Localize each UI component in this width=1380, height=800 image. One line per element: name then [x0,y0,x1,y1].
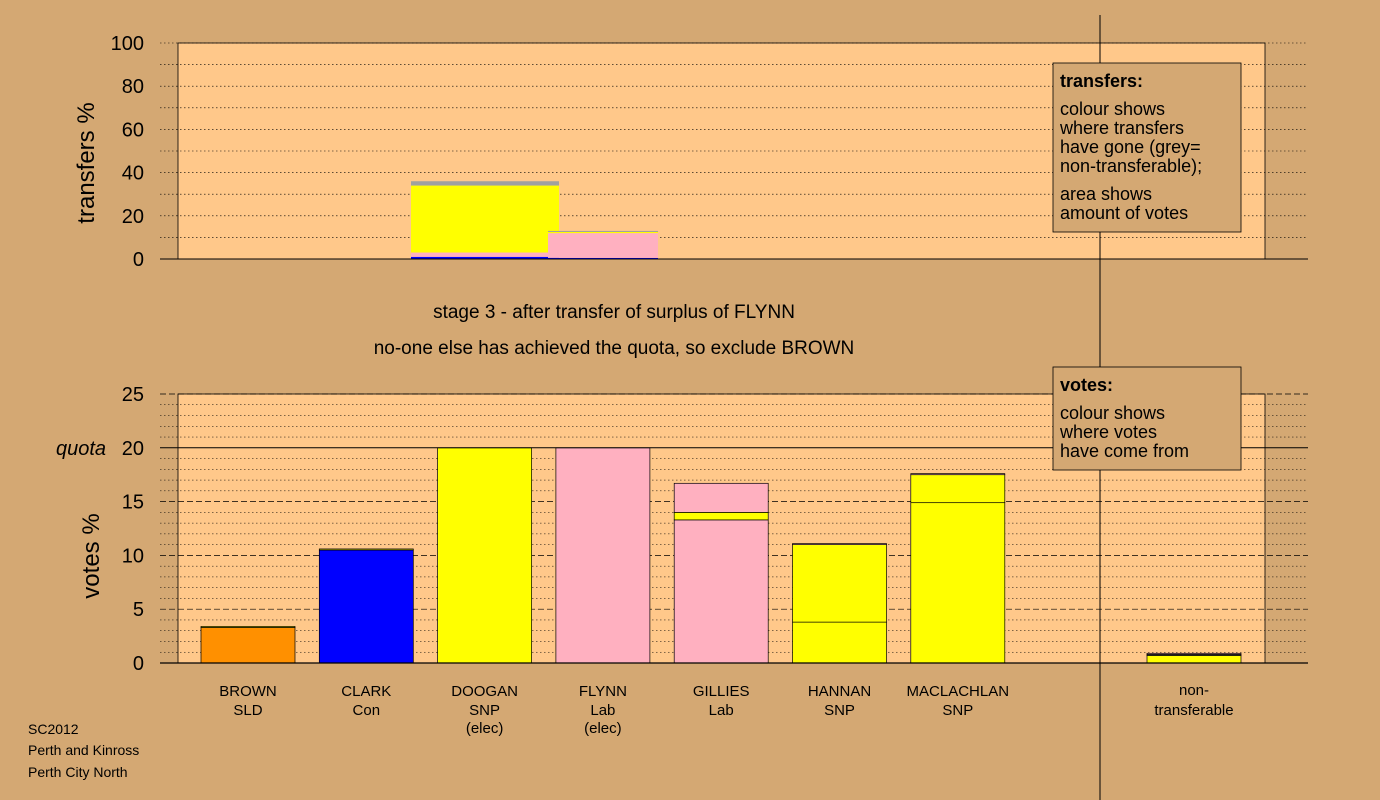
candidate-name-label: FLYNN [579,683,627,700]
transfers-legend-line: non-transferable); [1060,156,1202,176]
transfer-segment-non_transferable [411,181,559,186]
votes-bars [200,447,1242,664]
candidate-status-label: (elec) [466,720,504,737]
candidate-party-label: Lab [709,702,734,719]
transfers-y-ticks: 0 20 40 60 80 100 [111,33,144,271]
vote-segment-maclachlan [910,474,1006,504]
votes-tick-label: 15 [122,492,144,514]
votes-tick-label: 20 [122,438,144,460]
transfers-legend-line: where transfers [1059,118,1184,138]
vote-segment-hannan [792,543,887,545]
votes-tick-label: 25 [122,384,144,406]
transfers-tick-label: 0 [133,249,144,271]
footer-council: Perth and Kinross [28,742,139,758]
votes-tick-label: 5 [133,599,144,621]
transfer-segment-snp [548,232,658,234]
candidate-party-label: Con [353,702,381,719]
candidate-name-label: DOOGAN [451,683,518,700]
votes-tick-label: 10 [122,545,144,567]
footer-code: SC2012 [28,721,79,737]
transfers-y-axis-label: transfers % [73,102,100,223]
candidate-party-label: SLD [233,702,262,719]
candidate-name-label: MACLACHLAN [907,683,1010,700]
vote-segment-hannan [792,621,887,664]
candidate-name-label: BROWN [219,683,277,700]
non-transferable-label-line1: non- [1179,682,1209,699]
vote-segment-maclachlan [910,502,1006,664]
candidate-name-label: HANNAN [808,683,871,700]
transfer-segment-con [411,256,559,259]
transfers-tick-label: 60 [122,119,144,141]
transfers-bars [411,181,658,259]
transfer-segment-lab [411,252,559,257]
votes-y-axis-label: votes % [78,513,105,598]
quota-label: quota [56,438,106,460]
stage-subtitle: no-one else has achieved the quota, so e… [374,338,855,359]
vote-segment-non-transferable [1146,655,1242,664]
votes-legend-line: where votes [1059,422,1157,442]
vote-segment-brown [200,627,296,664]
transfers-legend-line: have gone (grey= [1060,137,1201,157]
candidate-party-label: Lab [590,702,615,719]
vote-segment-brown [200,626,296,628]
transfers-tick-label: 40 [122,163,144,185]
candidate-party-label: SNP [942,702,973,719]
transfers-legend-line: area shows [1060,184,1152,204]
vote-segment-gillies [673,482,769,513]
vote-segment-gillies [673,512,769,521]
transfer-segment-con [548,257,658,259]
transfers-legend-title: transfers: [1060,71,1143,91]
vote-segment-flynn [555,447,651,664]
candidate-labels: BROWNSLDCLARKConDOOGANSNP(elec)FLYNNLab(… [219,683,1009,737]
candidate-status-label: (elec) [584,720,622,737]
votes-legend-line: have come from [1060,441,1189,461]
transfers-tick-label: 20 [122,206,144,228]
stage-title: stage 3 - after transfer of surplus of F… [433,302,795,323]
transfer-segment-snp [411,185,559,253]
transfers-legend: transfers: colour shows where transfers … [1052,62,1242,233]
transfers-legend-line: amount of votes [1060,203,1188,223]
transfers-legend-line: colour shows [1060,99,1165,119]
transfer-segment-lab [548,233,658,258]
vote-segment-doogan [437,447,532,664]
votes-tick-label: 0 [133,653,144,675]
transfers-tick-label: 80 [122,76,144,98]
vote-segment-gillies [673,519,769,664]
vote-segment-clark [318,548,414,551]
votes-legend: votes: colour shows where votes have com… [1052,366,1242,471]
candidate-name-label: GILLIES [693,683,750,700]
candidate-party-label: SNP [469,702,500,719]
votes-y-ticks: 0 5 10 15 20 25 [122,384,144,675]
transfers-tick-label: 100 [111,33,144,55]
vote-segment-non-transferable [1146,652,1242,655]
non-transferable-label-line2: transferable [1154,702,1233,719]
votes-legend-line: colour shows [1060,403,1165,423]
transfer-segment-non_transferable [548,230,658,232]
vote-segment-maclachlan [910,473,1006,476]
candidate-name-label: CLARK [341,683,391,700]
vote-segment-hannan [792,544,887,623]
footer-ward: Perth City North [28,764,128,780]
candidate-party-label: SNP [824,702,855,719]
vote-segment-clark [318,549,414,664]
votes-legend-title: votes: [1060,375,1113,395]
